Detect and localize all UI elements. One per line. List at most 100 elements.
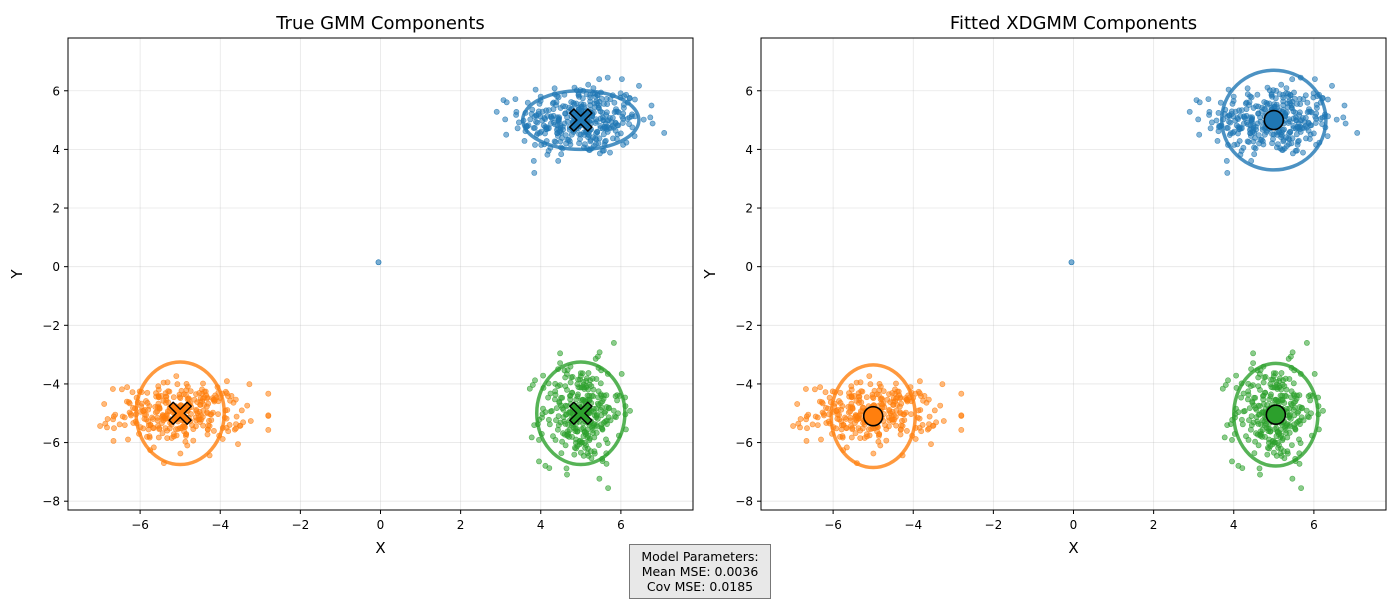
data-point — [1186, 108, 1193, 115]
data-point — [1282, 392, 1288, 399]
data-point — [1269, 441, 1276, 448]
data-point — [1263, 424, 1270, 431]
data-point — [1252, 438, 1258, 445]
x-tick-label: −4 — [211, 518, 229, 532]
data-point — [594, 400, 601, 407]
data-point — [1325, 96, 1331, 103]
data-point — [590, 386, 597, 393]
data-point — [577, 131, 584, 138]
data-point — [883, 437, 890, 444]
data-point — [877, 442, 884, 449]
y-tick-label: 4 — [745, 143, 753, 157]
data-point — [1294, 392, 1300, 399]
data-point — [562, 103, 569, 110]
data-point — [205, 422, 212, 429]
mean-mse-text: Mean MSE: 0.0036 — [641, 564, 759, 579]
data-point — [852, 430, 859, 437]
data-point — [1273, 101, 1280, 108]
data-point — [1230, 93, 1237, 100]
true-mean-x-marker-2 — [168, 401, 192, 426]
fitted-mean-circle-marker-1 — [1263, 109, 1285, 131]
data-point — [593, 376, 600, 382]
data-point — [555, 422, 562, 429]
data-point — [553, 405, 560, 411]
data-point — [146, 433, 153, 440]
data-point — [546, 416, 552, 423]
data-point — [564, 118, 571, 125]
data-point — [552, 388, 559, 395]
data-point — [144, 389, 151, 396]
data-point — [527, 116, 534, 123]
data-point — [1268, 384, 1275, 390]
data-point — [1298, 117, 1305, 123]
data-point — [1206, 109, 1213, 115]
data-point — [1261, 401, 1267, 407]
data-point — [661, 129, 668, 136]
data-point — [213, 394, 220, 401]
data-point — [1244, 85, 1251, 92]
data-point — [156, 405, 163, 412]
data-point — [822, 389, 829, 396]
data-point — [921, 392, 928, 399]
data-point — [606, 405, 612, 412]
data-point — [1226, 118, 1232, 125]
data-point — [155, 434, 162, 441]
data-point — [1245, 436, 1252, 443]
data-point — [177, 395, 184, 401]
data-point — [202, 388, 209, 395]
data-point — [144, 399, 151, 406]
data-point — [592, 135, 599, 142]
data-point — [926, 425, 932, 432]
data-point — [640, 116, 647, 123]
data-point — [585, 386, 592, 393]
data-point — [1249, 399, 1256, 406]
fitted-mean-circle-marker-2 — [862, 405, 884, 427]
data-point — [112, 411, 119, 418]
data-point — [1230, 129, 1236, 136]
y-tick-label: −8 — [735, 495, 753, 509]
data-point — [187, 411, 194, 417]
data-point — [594, 100, 601, 106]
data-point — [593, 405, 600, 412]
data-point — [595, 140, 602, 147]
data-point — [1320, 407, 1326, 414]
y-tick-label: 6 — [745, 84, 753, 98]
data-point — [1305, 393, 1312, 400]
data-point — [1299, 405, 1305, 412]
data-point — [1289, 349, 1296, 356]
data-point — [580, 452, 587, 459]
data-point — [908, 411, 914, 417]
data-point — [540, 122, 547, 129]
data-point — [547, 408, 554, 415]
data-point — [551, 85, 558, 92]
data-point — [553, 417, 559, 424]
data-point — [1267, 393, 1274, 400]
data-point — [883, 426, 890, 432]
chart-panel-1: −6 −4 −2 0 2 4 6 −8 −6 −4 −2 0 2 4 6 True GMM Component… — [8, 13, 694, 557]
data-point — [1275, 444, 1281, 451]
data-point — [1284, 448, 1291, 455]
data-point — [536, 458, 542, 465]
data-point — [840, 421, 847, 428]
data-point — [1324, 133, 1331, 139]
data-point — [612, 127, 619, 134]
data-point — [1261, 106, 1267, 112]
data-point — [1271, 426, 1278, 432]
data-point — [1225, 377, 1231, 384]
data-point — [1253, 430, 1259, 437]
data-point — [1260, 392, 1266, 399]
data-point — [1252, 405, 1259, 412]
data-point — [124, 384, 130, 391]
data-point — [1207, 125, 1214, 132]
data-point — [104, 416, 111, 422]
data-point — [876, 380, 883, 387]
x-tick-label: −4 — [904, 518, 922, 532]
data-point — [1255, 442, 1262, 449]
series-points-2 — [97, 373, 272, 466]
data-point — [812, 413, 819, 420]
data-point — [526, 385, 533, 392]
data-point — [1305, 127, 1312, 134]
data-point — [958, 426, 965, 433]
data-point — [1296, 460, 1303, 467]
cov-mse-text: Cov MSE: 0.0185 — [646, 579, 754, 594]
